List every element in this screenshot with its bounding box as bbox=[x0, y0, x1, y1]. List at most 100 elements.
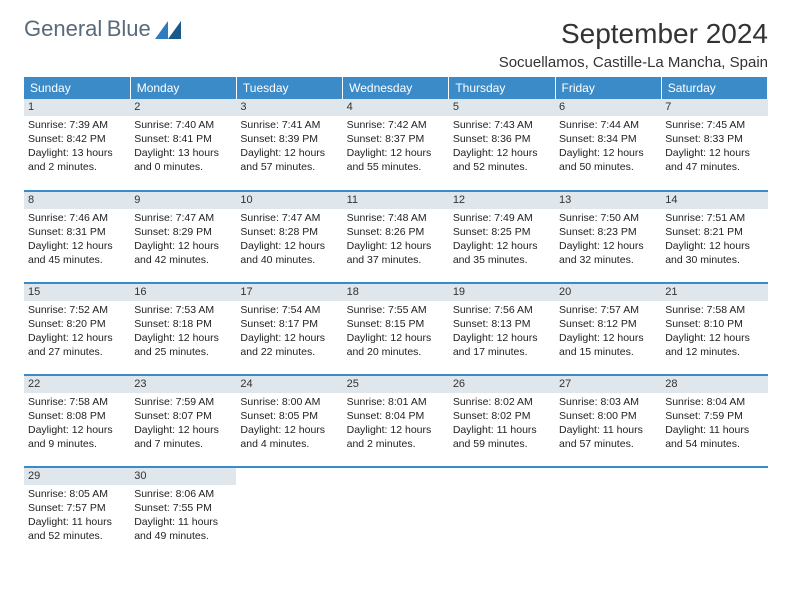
calendar-cell: 30Sunrise: 8:06 AMSunset: 7:55 PMDayligh… bbox=[130, 467, 236, 559]
daylight-line: Daylight: 12 hours and 25 minutes. bbox=[134, 331, 232, 359]
sunrise-line: Sunrise: 7:40 AM bbox=[134, 118, 232, 132]
calendar-cell: 8Sunrise: 7:46 AMSunset: 8:31 PMDaylight… bbox=[24, 191, 130, 283]
day-number: 8 bbox=[24, 192, 130, 209]
sunset-line: Sunset: 8:02 PM bbox=[453, 409, 551, 423]
daylight-line: Daylight: 12 hours and 42 minutes. bbox=[134, 239, 232, 267]
day-number: 5 bbox=[449, 99, 555, 116]
daylight-line: Daylight: 11 hours and 49 minutes. bbox=[134, 515, 232, 543]
calendar-cell: 3Sunrise: 7:41 AMSunset: 8:39 PMDaylight… bbox=[236, 99, 342, 191]
calendar-cell: 9Sunrise: 7:47 AMSunset: 8:29 PMDaylight… bbox=[130, 191, 236, 283]
day-number: 27 bbox=[555, 376, 661, 393]
calendar-cell: 7Sunrise: 7:45 AMSunset: 8:33 PMDaylight… bbox=[661, 99, 767, 191]
weekday-header: Friday bbox=[555, 77, 661, 99]
daylight-line: Daylight: 12 hours and 30 minutes. bbox=[665, 239, 763, 267]
sunrise-line: Sunrise: 7:57 AM bbox=[559, 303, 657, 317]
calendar-cell: 10Sunrise: 7:47 AMSunset: 8:28 PMDayligh… bbox=[236, 191, 342, 283]
daylight-line: Daylight: 12 hours and 55 minutes. bbox=[347, 146, 445, 174]
sunset-line: Sunset: 8:13 PM bbox=[453, 317, 551, 331]
day-number: 9 bbox=[130, 192, 236, 209]
sunrise-line: Sunrise: 7:52 AM bbox=[28, 303, 126, 317]
day-number: 24 bbox=[236, 376, 342, 393]
calendar-cell: 26Sunrise: 8:02 AMSunset: 8:02 PMDayligh… bbox=[449, 375, 555, 467]
sunrise-line: Sunrise: 8:01 AM bbox=[347, 395, 445, 409]
weekday-header: Monday bbox=[130, 77, 236, 99]
day-number: 23 bbox=[130, 376, 236, 393]
sunrise-line: Sunrise: 7:45 AM bbox=[665, 118, 763, 132]
daylight-line: Daylight: 12 hours and 7 minutes. bbox=[134, 423, 232, 451]
sunset-line: Sunset: 8:41 PM bbox=[134, 132, 232, 146]
location-subtitle: Socuellamos, Castille-La Mancha, Spain bbox=[499, 54, 768, 71]
sunrise-line: Sunrise: 7:58 AM bbox=[28, 395, 126, 409]
day-number: 20 bbox=[555, 284, 661, 301]
sunset-line: Sunset: 8:33 PM bbox=[665, 132, 763, 146]
sunrise-line: Sunrise: 8:04 AM bbox=[665, 395, 763, 409]
calendar-cell: . bbox=[661, 467, 767, 559]
sunrise-line: Sunrise: 7:56 AM bbox=[453, 303, 551, 317]
calendar-cell: 15Sunrise: 7:52 AMSunset: 8:20 PMDayligh… bbox=[24, 283, 130, 375]
sunset-line: Sunset: 8:15 PM bbox=[347, 317, 445, 331]
daylight-line: Daylight: 12 hours and 35 minutes. bbox=[453, 239, 551, 267]
day-number: 26 bbox=[449, 376, 555, 393]
day-number: 6 bbox=[555, 99, 661, 116]
daylight-line: Daylight: 11 hours and 52 minutes. bbox=[28, 515, 126, 543]
sunrise-line: Sunrise: 7:49 AM bbox=[453, 211, 551, 225]
sunset-line: Sunset: 8:26 PM bbox=[347, 225, 445, 239]
daylight-line: Daylight: 12 hours and 40 minutes. bbox=[240, 239, 338, 267]
sunrise-line: Sunrise: 7:51 AM bbox=[665, 211, 763, 225]
calendar-cell: 14Sunrise: 7:51 AMSunset: 8:21 PMDayligh… bbox=[661, 191, 767, 283]
sunrise-line: Sunrise: 7:46 AM bbox=[28, 211, 126, 225]
sunrise-line: Sunrise: 7:44 AM bbox=[559, 118, 657, 132]
calendar-cell: 18Sunrise: 7:55 AMSunset: 8:15 PMDayligh… bbox=[343, 283, 449, 375]
sunset-line: Sunset: 8:34 PM bbox=[559, 132, 657, 146]
day-number: 25 bbox=[343, 376, 449, 393]
day-number: 10 bbox=[236, 192, 342, 209]
sunset-line: Sunset: 8:31 PM bbox=[28, 225, 126, 239]
day-number: 28 bbox=[661, 376, 767, 393]
logo-text-general: General bbox=[24, 16, 102, 41]
weekday-header: Thursday bbox=[449, 77, 555, 99]
calendar-cell: 6 Sunrise: 7:44 AMSunset: 8:34 PMDaylight… bbox=[555, 99, 661, 191]
logo-text-blue: Blue bbox=[107, 16, 151, 41]
daylight-line: Daylight: 12 hours and 9 minutes. bbox=[28, 423, 126, 451]
daylight-line: Daylight: 12 hours and 32 minutes. bbox=[559, 239, 657, 267]
calendar-cell: 19Sunrise: 7:56 AMSunset: 8:13 PMDayligh… bbox=[449, 283, 555, 375]
daylight-line: Daylight: 11 hours and 54 minutes. bbox=[665, 423, 763, 451]
sunset-line: Sunset: 8:28 PM bbox=[240, 225, 338, 239]
daylight-line: Daylight: 12 hours and 20 minutes. bbox=[347, 331, 445, 359]
day-number: 3 bbox=[236, 99, 342, 116]
sunset-line: Sunset: 8:36 PM bbox=[453, 132, 551, 146]
calendar-cell: 29Sunrise: 8:05 AMSunset: 7:57 PMDayligh… bbox=[24, 467, 130, 559]
sunrise-line: Sunrise: 7:39 AM bbox=[28, 118, 126, 132]
day-number: 17 bbox=[236, 284, 342, 301]
calendar-cell: . bbox=[449, 467, 555, 559]
sunset-line: Sunset: 8:25 PM bbox=[453, 225, 551, 239]
sunrise-line: Sunrise: 8:03 AM bbox=[559, 395, 657, 409]
sunset-line: Sunset: 8:37 PM bbox=[347, 132, 445, 146]
sunset-line: Sunset: 8:20 PM bbox=[28, 317, 126, 331]
calendar-cell: 21Sunrise: 7:58 AMSunset: 8:10 PMDayligh… bbox=[661, 283, 767, 375]
calendar-cell: 23Sunrise: 7:59 AMSunset: 8:07 PMDayligh… bbox=[130, 375, 236, 467]
daylight-line: Daylight: 12 hours and 37 minutes. bbox=[347, 239, 445, 267]
calendar-cell: 22Sunrise: 7:58 AMSunset: 8:08 PMDayligh… bbox=[24, 375, 130, 467]
calendar-cell: 2Sunrise: 7:40 AMSunset: 8:41 PMDaylight… bbox=[130, 99, 236, 191]
sunrise-line: Sunrise: 7:58 AM bbox=[665, 303, 763, 317]
sunset-line: Sunset: 8:05 PM bbox=[240, 409, 338, 423]
day-number: 14 bbox=[661, 192, 767, 209]
logo: General Blue bbox=[24, 18, 181, 41]
weekday-header: Sunday bbox=[24, 77, 130, 99]
daylight-line: Daylight: 12 hours and 15 minutes. bbox=[559, 331, 657, 359]
daylight-line: Daylight: 12 hours and 2 minutes. bbox=[347, 423, 445, 451]
logo-triangle-icon bbox=[155, 21, 181, 39]
sunrise-line: Sunrise: 7:53 AM bbox=[134, 303, 232, 317]
sunset-line: Sunset: 8:07 PM bbox=[134, 409, 232, 423]
sunset-line: Sunset: 7:59 PM bbox=[665, 409, 763, 423]
sunset-line: Sunset: 8:12 PM bbox=[559, 317, 657, 331]
sunset-line: Sunset: 8:29 PM bbox=[134, 225, 232, 239]
sunrise-line: Sunrise: 8:06 AM bbox=[134, 487, 232, 501]
daylight-line: Daylight: 12 hours and 57 minutes. bbox=[240, 146, 338, 174]
daylight-line: Daylight: 12 hours and 50 minutes. bbox=[559, 146, 657, 174]
daylight-line: Daylight: 12 hours and 52 minutes. bbox=[453, 146, 551, 174]
sunrise-line: Sunrise: 8:05 AM bbox=[28, 487, 126, 501]
calendar-table: SundayMondayTuesdayWednesdayThursdayFrid… bbox=[24, 77, 768, 559]
day-number: 16 bbox=[130, 284, 236, 301]
